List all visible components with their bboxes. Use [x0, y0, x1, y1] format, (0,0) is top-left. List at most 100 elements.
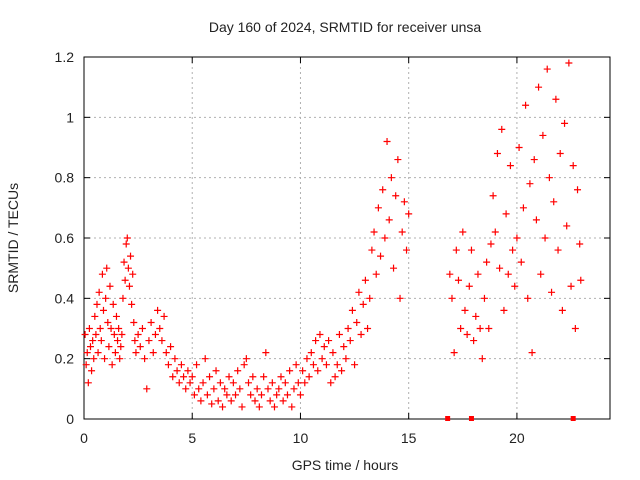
- data-point: [470, 337, 478, 345]
- data-point: [92, 331, 100, 339]
- data-point: [370, 228, 378, 236]
- data-point: [537, 270, 545, 278]
- data-point: [122, 240, 130, 248]
- data-point: [348, 306, 356, 314]
- data-point: [493, 150, 501, 158]
- data-point: [552, 95, 560, 103]
- data-point: [93, 300, 101, 308]
- data-point: [91, 312, 99, 320]
- data-point: [403, 246, 411, 254]
- data-point: [368, 246, 376, 254]
- x-tick-label: 15: [401, 430, 417, 446]
- data-point: [286, 367, 294, 375]
- data-point: [203, 391, 211, 399]
- data-point: [567, 282, 575, 290]
- data-point: [405, 210, 413, 218]
- data-point: [190, 391, 198, 399]
- data-point: [463, 331, 471, 339]
- data-point: [95, 288, 103, 296]
- data-point: [554, 246, 562, 254]
- data-point: [361, 276, 369, 284]
- data-point: [83, 349, 91, 357]
- data-point: [296, 391, 304, 399]
- data-point: [84, 379, 92, 387]
- data-point: [115, 325, 123, 332]
- data-point: [109, 300, 117, 308]
- data-point: [309, 361, 317, 369]
- x-tick-label: 10: [293, 430, 309, 446]
- data-point: [576, 240, 584, 248]
- data-point: [114, 337, 122, 345]
- data-point: [214, 397, 222, 405]
- data-point: [201, 355, 209, 363]
- data-point: [563, 222, 571, 230]
- data-point: [519, 204, 527, 212]
- data-point: [485, 325, 493, 332]
- data-point: [116, 355, 124, 363]
- data-point: [338, 367, 346, 375]
- data-point: [262, 349, 270, 357]
- data-point: [498, 125, 506, 133]
- data-point: [156, 325, 164, 332]
- data-point: [565, 59, 573, 67]
- data-point: [526, 180, 534, 188]
- data-point: [102, 294, 110, 302]
- data-point: [247, 391, 255, 399]
- data-point: [335, 331, 343, 339]
- data-point: [134, 331, 142, 339]
- data-point: [138, 325, 146, 332]
- data-point: [288, 403, 296, 411]
- y-axis-ticks: 0 0.2 0.4 0.6 0.8 1 1.2: [55, 49, 610, 427]
- data-point: [120, 258, 128, 266]
- y-axis-label: SRMTID / TECUs: [5, 183, 21, 293]
- data-point: [225, 373, 233, 381]
- data-point: [128, 300, 136, 308]
- data-point: [569, 162, 577, 170]
- data-point: [351, 361, 359, 369]
- data-point: [143, 385, 151, 393]
- data-point: [452, 246, 460, 254]
- data-point: [236, 385, 244, 393]
- data-point: [366, 294, 374, 302]
- data-point: [307, 349, 315, 357]
- data-point: [253, 385, 261, 393]
- data-point: [548, 288, 556, 296]
- data-point: [357, 331, 365, 339]
- data-point: [81, 331, 89, 339]
- y-tick-label: 0.2: [55, 351, 75, 367]
- data-point: [329, 349, 337, 357]
- data-point: [124, 264, 132, 272]
- grid: [84, 57, 610, 419]
- data-point: [182, 385, 190, 393]
- data-point: [312, 337, 320, 345]
- data-point: [229, 379, 237, 387]
- data-point: [342, 355, 350, 363]
- data-point: [355, 288, 363, 296]
- data-point: [502, 210, 510, 218]
- data-point: [506, 162, 514, 170]
- data-point: [147, 318, 155, 326]
- data-point: [465, 282, 473, 290]
- data-point: [145, 337, 153, 345]
- data-point: [129, 270, 137, 278]
- data-points: [81, 59, 585, 411]
- y-tick-label: 0.4: [55, 290, 75, 306]
- x-tick-label: 20: [509, 430, 525, 446]
- data-point: [249, 373, 257, 381]
- data-point: [98, 270, 106, 278]
- data-point: [387, 174, 395, 182]
- data-point: [556, 150, 564, 158]
- data-point: [353, 318, 361, 326]
- data-point: [364, 325, 372, 332]
- data-point: [489, 192, 497, 200]
- data-point: [117, 343, 125, 351]
- data-point: [327, 379, 335, 387]
- data-point: [125, 282, 133, 290]
- data-point: [141, 355, 149, 363]
- data-point: [283, 391, 291, 399]
- data-point: [294, 379, 302, 387]
- data-point: [359, 300, 367, 308]
- data-point: [199, 379, 207, 387]
- data-point: [103, 264, 111, 272]
- data-point: [305, 373, 313, 381]
